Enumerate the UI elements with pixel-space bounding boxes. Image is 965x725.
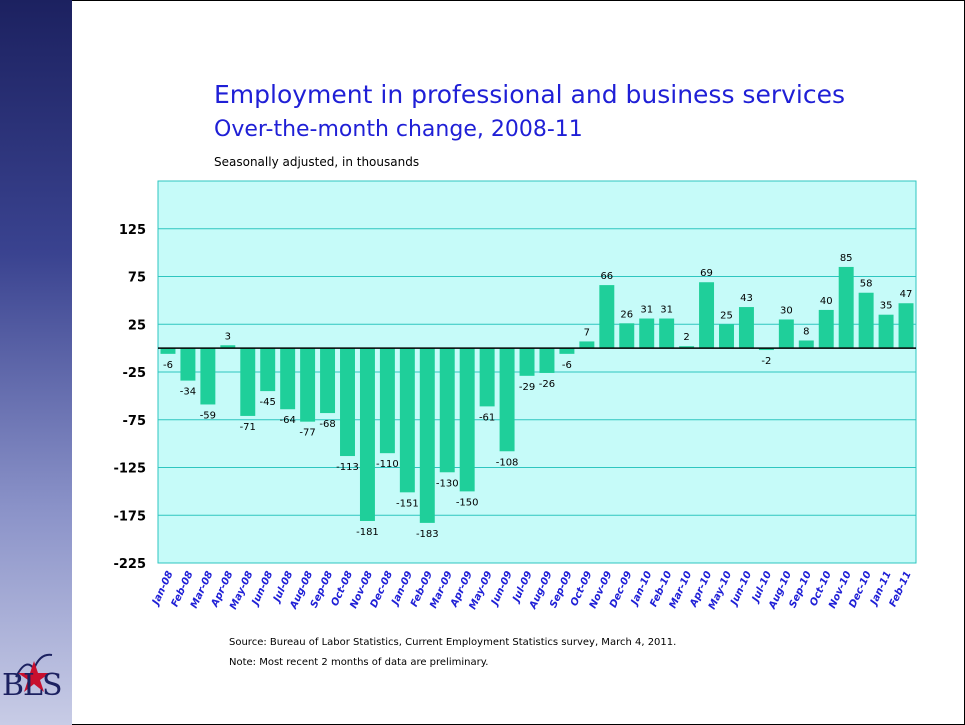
data-label: 8 bbox=[803, 326, 809, 337]
data-label: -130 bbox=[436, 478, 459, 489]
data-label: -59 bbox=[200, 410, 216, 421]
data-label: -181 bbox=[356, 527, 379, 538]
y-tick-label: -225 bbox=[113, 557, 146, 572]
bar bbox=[200, 348, 216, 405]
bar bbox=[758, 348, 774, 351]
y-tick-label: -175 bbox=[113, 509, 146, 524]
y-tick-label: -125 bbox=[113, 462, 146, 477]
data-label: -29 bbox=[519, 382, 535, 393]
data-label: 40 bbox=[820, 296, 833, 307]
data-label: 43 bbox=[740, 293, 753, 304]
data-label: -151 bbox=[396, 498, 419, 509]
bar bbox=[220, 345, 236, 349]
data-label: -183 bbox=[416, 529, 439, 540]
data-label: -6 bbox=[163, 360, 173, 371]
bar bbox=[459, 348, 475, 492]
bar bbox=[878, 314, 894, 349]
data-label: 30 bbox=[780, 305, 793, 316]
data-label: -26 bbox=[539, 379, 555, 390]
bar bbox=[320, 348, 336, 414]
data-label: 25 bbox=[720, 310, 733, 321]
bar bbox=[898, 303, 914, 349]
bar bbox=[798, 340, 814, 349]
bar bbox=[340, 348, 355, 457]
bls-logo-text: BLS bbox=[2, 668, 63, 703]
data-label: 3 bbox=[225, 331, 231, 342]
data-label: 66 bbox=[600, 271, 613, 282]
data-label: 35 bbox=[880, 301, 893, 312]
bar bbox=[399, 348, 415, 493]
bar bbox=[499, 348, 515, 452]
y-tick-label: 125 bbox=[119, 223, 146, 238]
chart-units: Seasonally adjusted, in thousands bbox=[214, 155, 420, 169]
bar bbox=[300, 348, 316, 422]
data-label: 69 bbox=[700, 268, 713, 279]
data-label: 85 bbox=[840, 253, 853, 264]
bar bbox=[419, 348, 435, 523]
bar bbox=[280, 348, 296, 410]
data-label: -61 bbox=[479, 412, 495, 423]
bar bbox=[778, 319, 794, 349]
data-label: -2 bbox=[761, 356, 771, 367]
data-label: 47 bbox=[900, 289, 913, 300]
data-label: -150 bbox=[456, 497, 479, 508]
bar bbox=[439, 348, 455, 473]
bar bbox=[838, 266, 854, 349]
bar bbox=[738, 307, 754, 349]
bar bbox=[359, 348, 375, 521]
bar bbox=[858, 292, 874, 349]
bar bbox=[719, 324, 734, 349]
data-label: 31 bbox=[660, 305, 673, 316]
y-tick-label: 25 bbox=[128, 318, 146, 333]
data-label: 31 bbox=[640, 305, 653, 316]
bar bbox=[519, 348, 535, 376]
bar bbox=[160, 348, 176, 354]
bar bbox=[379, 348, 395, 454]
bar bbox=[579, 341, 595, 349]
bar bbox=[699, 282, 715, 349]
data-label: 58 bbox=[860, 279, 873, 290]
data-label: 2 bbox=[683, 332, 689, 343]
bar bbox=[180, 348, 196, 381]
bar bbox=[599, 285, 615, 349]
data-label: -113 bbox=[336, 462, 359, 473]
data-label: -71 bbox=[240, 422, 256, 433]
data-label: -45 bbox=[260, 397, 276, 408]
y-tick-label: -75 bbox=[123, 414, 147, 429]
bar bbox=[679, 346, 695, 349]
bar bbox=[619, 323, 635, 349]
data-label: -64 bbox=[279, 415, 295, 426]
chart-subtitle: Over-the-month change, 2008-11 bbox=[214, 117, 583, 142]
data-label: -6 bbox=[562, 360, 572, 371]
data-label: -110 bbox=[376, 459, 399, 470]
bar bbox=[539, 348, 555, 373]
bar bbox=[559, 348, 575, 354]
bar bbox=[818, 309, 834, 349]
data-label: -108 bbox=[496, 457, 519, 468]
data-label: -68 bbox=[319, 419, 335, 430]
bar bbox=[659, 318, 675, 349]
sidebar-gradient bbox=[0, 0, 72, 725]
data-label: -77 bbox=[299, 428, 315, 439]
preliminary-note: Note: Most recent 2 months of data are p… bbox=[229, 657, 489, 668]
data-label: 26 bbox=[620, 309, 633, 320]
bar bbox=[260, 348, 276, 392]
bar bbox=[639, 318, 655, 349]
y-tick-label: 75 bbox=[128, 271, 146, 286]
chart-title: Employment in professional and business … bbox=[214, 80, 846, 109]
bar bbox=[240, 348, 256, 416]
y-tick-label: -25 bbox=[123, 366, 147, 381]
source-note: Source: Bureau of Labor Statistics, Curr… bbox=[229, 637, 677, 648]
bar bbox=[479, 348, 495, 407]
bls-star-logo-icon bbox=[15, 653, 53, 692]
data-label: 7 bbox=[584, 327, 590, 338]
data-label: -34 bbox=[180, 387, 196, 398]
